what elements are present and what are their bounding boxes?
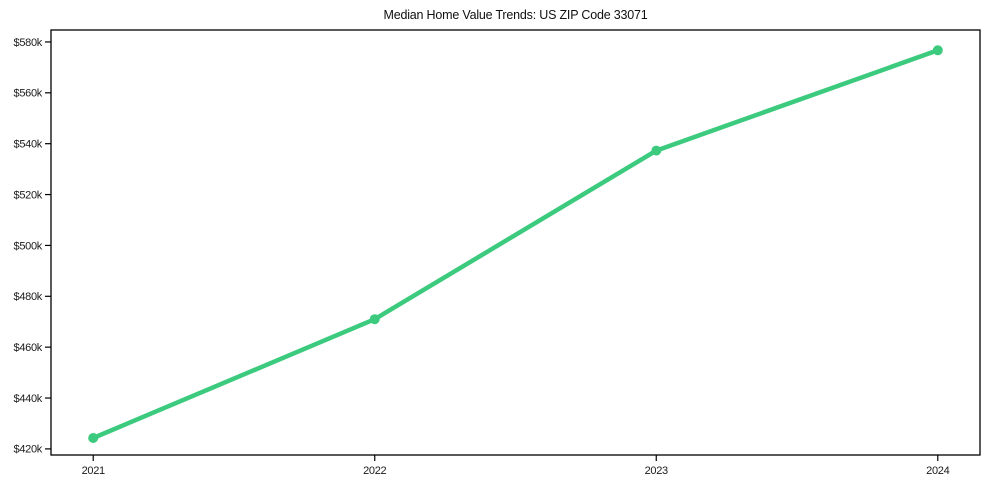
chart-title: Median Home Value Trends: US ZIP Code 33… — [383, 8, 648, 22]
x-tick-label: 2021 — [82, 465, 105, 477]
y-tick-label: $580k — [14, 37, 43, 49]
data-point-marker — [932, 45, 943, 56]
x-tick-label: 2024 — [926, 465, 949, 477]
y-tick-label: $460k — [14, 342, 43, 354]
data-point-marker — [88, 433, 99, 443]
x-tick-label: 2022 — [363, 465, 386, 477]
plot-frame — [50, 29, 981, 456]
y-tick-label: $480k — [14, 291, 43, 303]
y-tick-label: $520k — [14, 189, 43, 201]
x-tick-label: 2023 — [645, 465, 668, 477]
data-point-marker — [369, 314, 380, 325]
y-tick-label: $420k — [14, 444, 43, 456]
y-tick-label: $500k — [14, 240, 43, 252]
y-tick-label: $540k — [14, 139, 43, 151]
y-tick-label: $440k — [14, 393, 43, 405]
trend-line — [90, 48, 941, 441]
y-tick-label: $560k — [14, 88, 43, 100]
data-point-marker — [651, 145, 662, 156]
